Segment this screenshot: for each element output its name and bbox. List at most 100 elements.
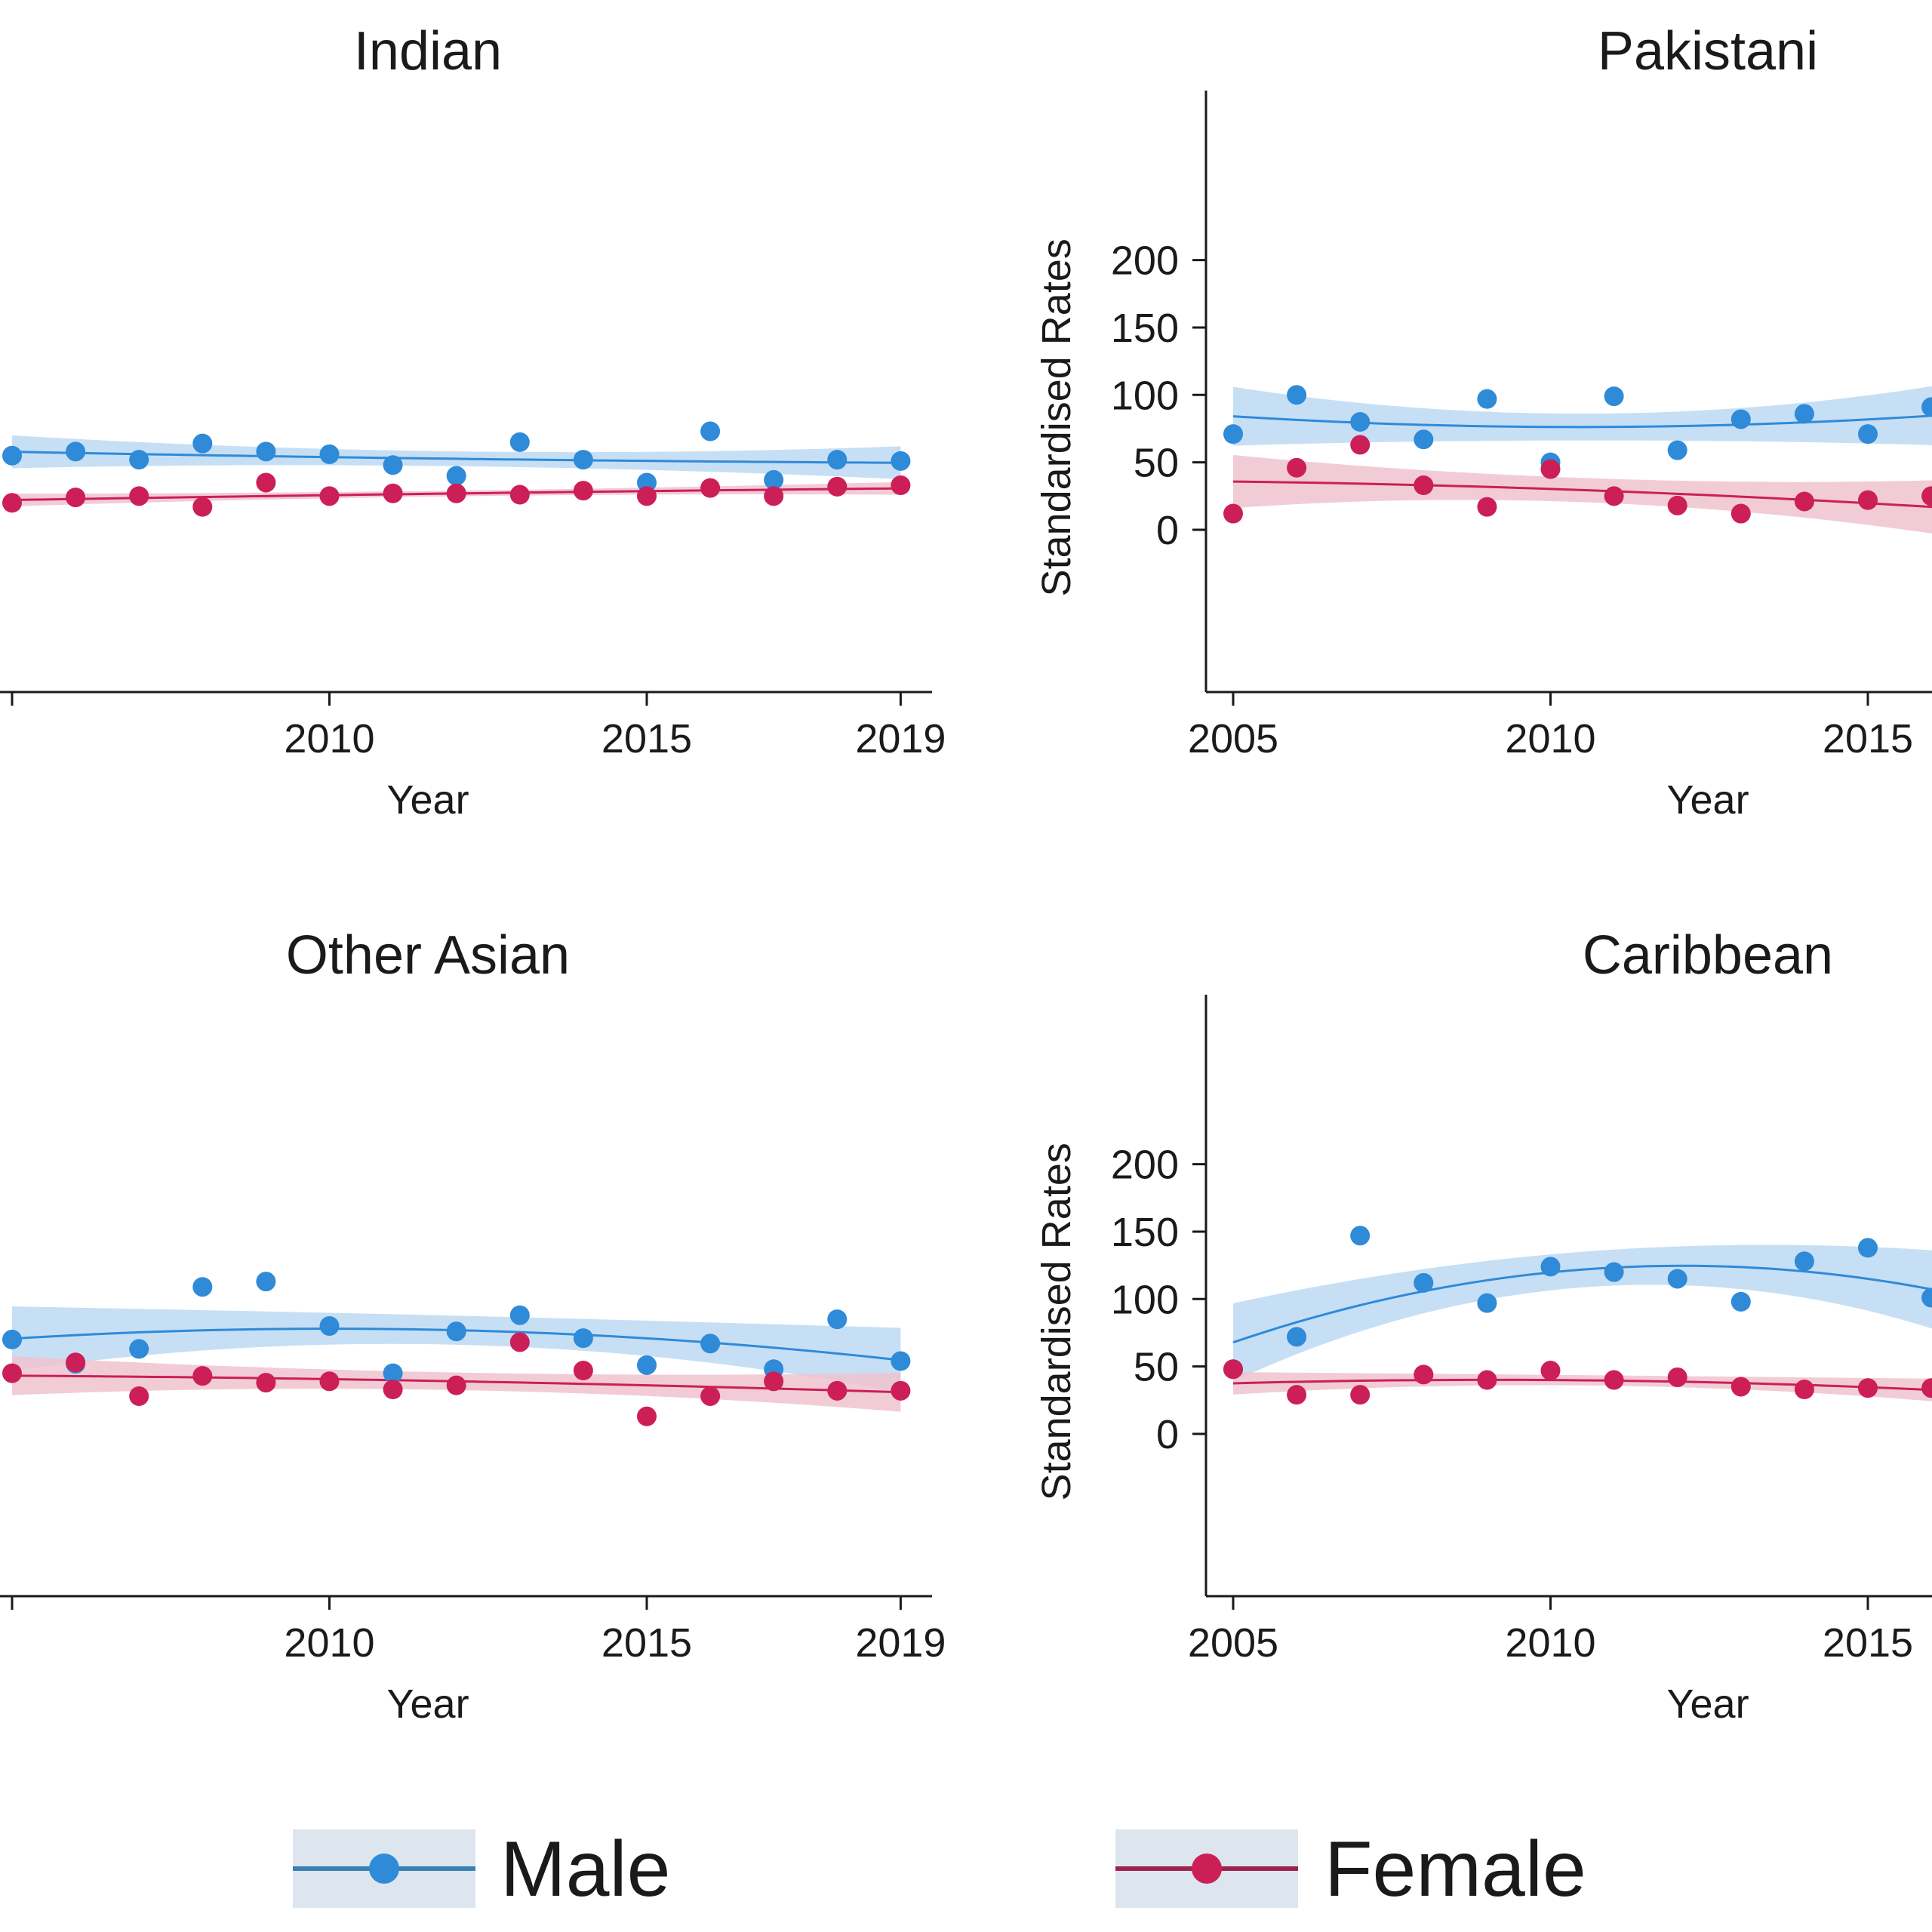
female-point <box>2 493 22 513</box>
male-point <box>637 472 657 493</box>
female-point <box>1921 486 1932 506</box>
panel-caribbean: 200 150 100 50 0 Standardised Rates 2005 2010 20… <box>1034 925 1932 1727</box>
female-point <box>573 481 593 501</box>
male-point <box>1604 386 1624 407</box>
x-tick-label: 2005 <box>1188 716 1278 761</box>
male-point <box>256 441 276 462</box>
male-point <box>446 466 466 486</box>
female-point <box>764 486 784 506</box>
x-tick-label: 2005 <box>1188 1620 1278 1666</box>
female-point <box>891 1380 911 1401</box>
y-axis-label: Standardised Rates <box>1034 238 1079 596</box>
panel-body: 2010 2015 2019 <box>0 421 946 761</box>
y-tick-label: 0 <box>1156 1412 1179 1457</box>
x-axis-label: Year <box>386 777 469 823</box>
x-tick-label: 2015 <box>601 716 692 761</box>
male-point <box>192 1277 213 1297</box>
male-point <box>319 444 340 464</box>
female-point <box>509 485 530 505</box>
panel-title: Caribbean <box>1583 925 1833 986</box>
female-point <box>446 1375 466 1395</box>
male-point <box>764 469 784 490</box>
x-tick-label: 2019 <box>855 716 946 761</box>
y-tick-label: 150 <box>1111 306 1179 351</box>
female-point <box>129 486 149 506</box>
female-point <box>319 1371 340 1392</box>
legend: Male Female <box>293 1826 1586 1913</box>
female-point <box>1667 1367 1687 1387</box>
x-tick-label: 2019 <box>855 1620 946 1666</box>
female-point <box>1223 1359 1243 1380</box>
male-fit-line <box>1232 1264 1932 1344</box>
y-tick-label: 200 <box>1111 238 1179 284</box>
male-point <box>573 450 593 470</box>
x-tick-label: 2010 <box>284 716 374 761</box>
panel-body: 2010 2015 2019 <box>0 1272 946 1666</box>
female-point <box>1604 486 1624 506</box>
male-ci-band <box>1233 1244 1932 1382</box>
female-point <box>1477 1370 1497 1390</box>
panel-other-asian: 2010 2015 2019 Other Asian Year <box>0 925 946 1727</box>
female-point <box>383 483 403 503</box>
female-point <box>700 478 721 498</box>
male-point <box>129 450 149 470</box>
male-point <box>1414 429 1434 450</box>
male-fit-line <box>11 451 901 464</box>
male-point <box>1414 1272 1434 1293</box>
male-point <box>383 455 403 475</box>
female-point <box>1858 490 1878 510</box>
chart-panels: 2010 2015 2019 Indian Year 200 150 100 50 0 Standa… <box>0 21 1932 1727</box>
panel-indian: 2010 2015 2019 Indian Year <box>0 21 946 823</box>
female-point <box>256 1373 276 1393</box>
female-point <box>383 1380 403 1400</box>
female-point <box>1794 491 1814 512</box>
male-point <box>1604 1262 1624 1282</box>
male-point <box>1667 440 1687 460</box>
male-point <box>1287 385 1307 405</box>
female-point <box>637 486 657 506</box>
female-ci-band <box>1233 454 1932 534</box>
female-point <box>1730 1377 1751 1397</box>
male-point <box>573 1328 593 1349</box>
male-point <box>827 1309 848 1330</box>
male-point <box>1858 1238 1878 1258</box>
male-point <box>1730 1291 1751 1312</box>
panel-body: 200 150 100 50 0 Standardised Rates 2005 2010 20… <box>1034 995 1932 1666</box>
female-point <box>1287 457 1307 478</box>
male-point <box>509 1305 530 1325</box>
male-point <box>827 450 848 470</box>
female-point <box>764 1371 784 1392</box>
male-point <box>891 451 911 471</box>
female-point <box>1414 1364 1434 1385</box>
male-point <box>1477 1293 1497 1313</box>
legend-male-marker <box>369 1854 399 1884</box>
female-point <box>446 483 466 503</box>
female-point <box>129 1386 149 1406</box>
male-point <box>1223 424 1243 445</box>
y-tick-label: 100 <box>1111 373 1179 418</box>
female-point <box>1858 1378 1878 1398</box>
panel-title: Indian <box>354 21 502 82</box>
male-point <box>129 1339 149 1359</box>
female-point <box>1730 503 1751 524</box>
x-tick-label: 2010 <box>1505 1620 1595 1666</box>
male-point <box>2 1329 22 1349</box>
female-point <box>1667 495 1687 515</box>
female-point <box>192 1366 213 1386</box>
male-point <box>1287 1327 1307 1347</box>
male-point <box>1858 424 1878 445</box>
y-tick-label: 0 <box>1156 508 1179 553</box>
male-point <box>1730 409 1751 429</box>
female-point <box>1540 1361 1561 1381</box>
male-point <box>1794 1251 1814 1272</box>
legend-male-label: Male <box>500 1826 670 1913</box>
female-point <box>1921 1378 1932 1398</box>
male-point <box>446 1321 466 1342</box>
female-fit-line <box>1232 480 1932 509</box>
female-point <box>891 475 911 496</box>
female-point <box>637 1406 657 1426</box>
female-point <box>827 476 848 497</box>
male-point <box>1667 1269 1687 1289</box>
female-point <box>827 1380 848 1401</box>
